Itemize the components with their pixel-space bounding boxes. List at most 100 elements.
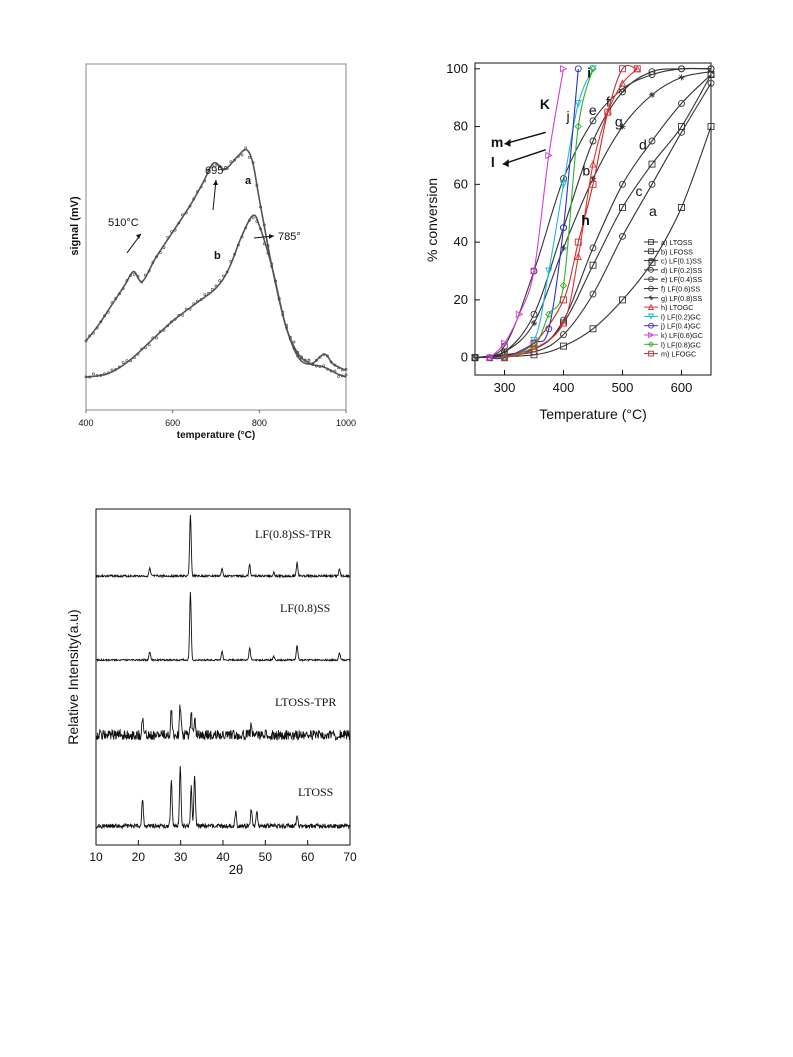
tpr-point [240,153,244,157]
tpr-point [140,280,144,284]
conversion-legend-label-h-ltogc: h) LTOGC [661,303,693,312]
conversion-series [471,64,715,362]
conversion-marker-diamond [574,122,582,131]
tpr-point [188,307,192,311]
tpr-point [118,292,121,296]
conversion-marker-square [619,296,626,304]
tpr-point [173,228,177,232]
conversion-marker-circle [678,128,685,136]
conversion-marker-circle [574,65,582,73]
conversion-marker-triangle-up [574,252,582,261]
conversion-marker-triangle-right [530,267,539,275]
conversion-marker-circle [678,99,685,107]
tpr-point [222,168,225,171]
tpr-point [136,275,140,278]
tpr-point [240,235,244,239]
tpr-point [244,226,248,230]
tpr-point [84,375,88,379]
conversion-marker-square [619,65,626,73]
xrd-x-tick-label: 60 [301,850,315,864]
conversion-marker-square [560,296,567,304]
conversion-marker-circle [648,267,654,273]
conversion-marker-triangle-down [545,267,553,276]
tpr-point [266,244,270,248]
tpr-point [229,160,233,164]
conversion-marker-star [648,295,654,301]
tpr-point [340,374,344,378]
tpr-point [326,354,329,358]
conversion-marker-circle [560,331,567,339]
conversion-marker-circle [589,117,597,125]
tpr-point [318,355,322,359]
tpr-point [88,375,92,379]
tpr-point [129,274,132,277]
conversion-marker-circle [589,244,597,252]
tpr-point [314,364,318,368]
tpr-point [262,242,266,246]
tpr-point [147,269,151,273]
tpr-point [340,368,344,372]
tpr-point [184,307,188,311]
conversion-marker-circle [648,137,656,145]
tpr-point [344,373,348,377]
xrd-x-tick-label: 20 [132,850,146,864]
conversion-series-line-f-lf-0-6-ss [474,68,712,359]
tpr-series-line-b [85,214,347,378]
xrd-pattern-label-ltoss: LTOSS [298,785,333,799]
xrd-pattern-label-lf-0-8-ss-tpr: LF(0.8)SS-TPR [255,527,331,541]
conversion-marker-diamond [545,310,553,318]
tpr-point [251,161,255,165]
conversion-marker-square [648,350,654,357]
tpr-point [300,355,303,359]
conversion-annotation-a: a [649,203,657,219]
tpr-point [281,310,285,314]
tpr-point [162,328,166,332]
conversion-series-line-k-lf-0-6-gc [489,68,565,359]
tpr-point [170,230,173,234]
conversion-marker-star [472,354,478,361]
conversion-marker-square [574,238,582,246]
conversion-marker-triangle-right [486,353,494,362]
tpr-point [114,367,118,371]
conversion-marker-square [589,325,597,333]
tpr-ylabel: signal (mV) [69,196,81,256]
tpr-point [121,287,125,291]
tpr-point [274,279,277,283]
conversion-marker-triangle-up [647,303,655,310]
tpr-point [151,336,155,340]
conversion-legend-label-c-lf-0-1-ss: c) LF(0.1)SS [661,257,702,266]
conversion-annotation-l: l [491,154,495,170]
conversion-legend-label-l-lf-0-8-gc: l) LF(0.8)GC [661,340,701,349]
tpr-point [311,363,314,366]
tpr-point [318,365,322,369]
conversion-marker-triangle-up [530,344,538,353]
conversion-marker-circle [560,224,567,232]
conversion-marker-square [648,160,656,168]
conversion-ylabel: % conversion [424,178,440,262]
tpr-point [99,373,103,377]
conversion-marker-square [589,261,597,269]
conversion-marker-diamond [559,281,568,290]
tpr-point [192,302,196,306]
tpr-point [233,253,236,256]
xrd-xlabel: 2θ [229,862,243,877]
tpr-point [277,296,281,300]
conversion-legend-label-f-lf-0-6-ss: f) LF(0.6)SS [661,285,700,294]
tpr-point [88,334,92,338]
tpr-point [158,330,162,333]
tpr-chart: 400 600 800 1000 signal (mV) temperature (°… [69,63,356,441]
tpr-point [188,204,192,208]
xrd-series: LF(0.8)SS-TPR LF(0.8)SS LTOSS-TPR LTOSS [95,514,351,830]
tpr-point [218,164,222,168]
tpr-point [262,223,266,227]
conversion-xlabel: Temperature (°C) [539,406,647,422]
tpr-point [132,272,136,276]
tpr-point [118,365,121,369]
tpr-point [121,361,125,364]
xrd-x-tick-label: 40 [216,850,230,864]
tpr-point [251,216,255,220]
tpr-arrowhead-785 [269,234,274,239]
conversion-marker-circle [619,232,626,240]
